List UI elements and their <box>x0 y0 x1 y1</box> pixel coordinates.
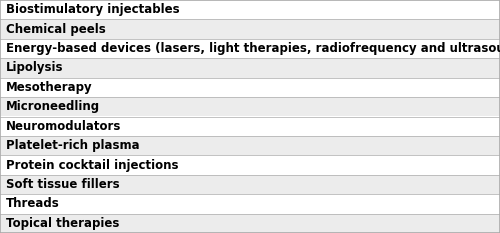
Text: Platelet-rich plasma: Platelet-rich plasma <box>6 139 140 152</box>
Text: Neuromodulators: Neuromodulators <box>6 120 121 133</box>
Text: Threads: Threads <box>6 197 60 210</box>
Bar <box>0 175 500 194</box>
Text: Energy-based devices (lasers, light therapies, radiofrequency and ultrasound dev: Energy-based devices (lasers, light ther… <box>6 42 500 55</box>
Bar <box>0 155 500 175</box>
Bar <box>0 19 500 39</box>
Text: Microneedling: Microneedling <box>6 100 100 113</box>
Text: Soft tissue fillers: Soft tissue fillers <box>6 178 119 191</box>
Text: Biostimulatory injectables: Biostimulatory injectables <box>6 3 180 16</box>
Text: Topical therapies: Topical therapies <box>6 217 119 230</box>
Bar <box>0 58 500 78</box>
Text: Chemical peels: Chemical peels <box>6 23 106 36</box>
Text: Mesotherapy: Mesotherapy <box>6 81 92 94</box>
Text: Protein cocktail injections: Protein cocktail injections <box>6 158 178 171</box>
Bar <box>0 0 500 19</box>
Bar <box>0 97 500 116</box>
Bar <box>0 214 500 233</box>
Bar <box>0 136 500 155</box>
Bar <box>0 194 500 214</box>
Bar <box>0 39 500 58</box>
Bar <box>0 78 500 97</box>
Bar <box>0 116 500 136</box>
Text: Lipolysis: Lipolysis <box>6 62 64 75</box>
